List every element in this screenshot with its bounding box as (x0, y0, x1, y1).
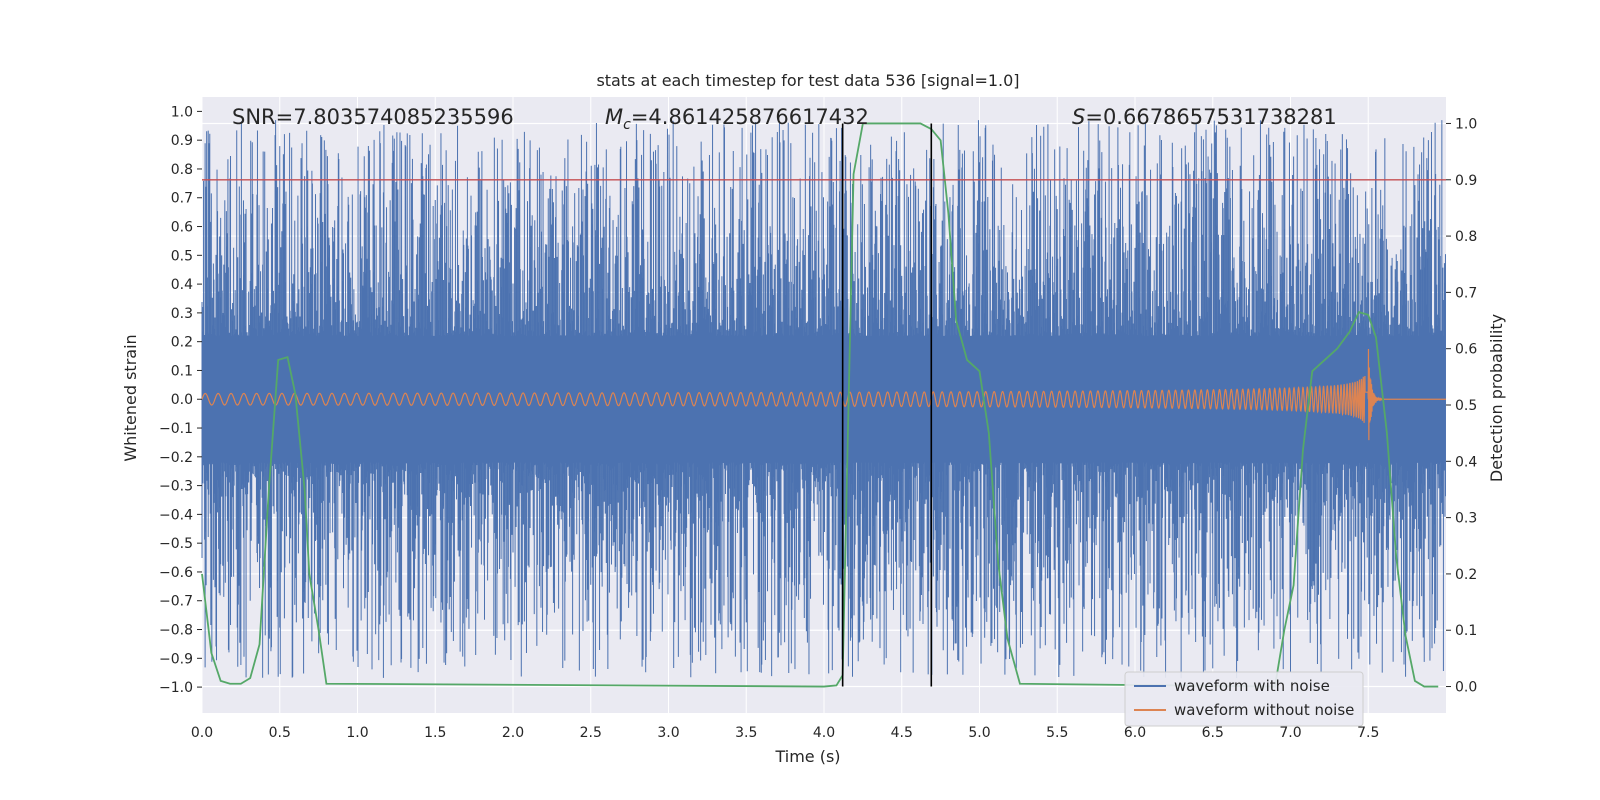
y-right-tick-label: 0.1 (1455, 623, 1477, 639)
x-tick-label: 2.5 (580, 725, 602, 741)
y-left-tick-label: 0.0 (171, 392, 193, 408)
detection-probability-line (201, 122, 1439, 688)
x-tick-label: 5.5 (1046, 725, 1068, 741)
y-right-tick-label: 0.0 (1455, 680, 1477, 696)
snr-annotation: SNR=7.803574085235596 (232, 105, 514, 129)
y-left-tick-label: 1.0 (171, 104, 193, 120)
y-left-tick-label: 0.5 (171, 248, 193, 264)
x-tick-label: 2.0 (502, 725, 524, 741)
x-tick-label: 3.5 (735, 725, 757, 741)
y-left-tick-label: −0.5 (159, 536, 193, 552)
legend-box (1124, 671, 1364, 727)
y-left-tick-label: 0.1 (171, 363, 193, 379)
x-tick-label: 4.5 (891, 725, 913, 741)
clean-waveform-path (201, 349, 1446, 441)
x-axis-label: Time (s) (774, 747, 840, 766)
x-tick-label: 0.5 (269, 725, 291, 741)
x-tick-label: 7.0 (1279, 725, 1301, 741)
y-left-tick-label: −1.0 (159, 680, 193, 696)
x-tick-label: 6.5 (1202, 725, 1224, 741)
x-tick-label: 1.5 (424, 725, 446, 741)
y-left-tick-label: −0.4 (159, 507, 193, 523)
x-tick-label: 3.0 (657, 725, 679, 741)
y-axis-left-label: Whitened strain (121, 334, 140, 461)
y-left-tick-label: −0.7 (159, 594, 193, 610)
y-right-tick-label: 0.8 (1455, 229, 1477, 245)
mc-value: =4.861425876617432 (631, 105, 869, 129)
noise-waveform-path (201, 120, 1446, 679)
y-left-tick-label: −0.1 (159, 421, 193, 437)
y-left-tick-label: −0.6 (159, 565, 193, 581)
reference-lines (202, 123, 1446, 687)
x-tick-label: 0.0 (191, 725, 213, 741)
x-tick-label: 5.0 (968, 725, 990, 741)
y-left-tick-label: 0.2 (171, 335, 193, 351)
y-right-tick-label: 0.9 (1455, 173, 1477, 189)
chirp-mass-annotation: Mc=4.861425876617432 (605, 105, 869, 133)
y-left-tick-label: −0.9 (159, 651, 193, 667)
y-right-tick-label: 0.3 (1455, 511, 1477, 527)
x-tick-label: 4.0 (813, 725, 835, 741)
chart-title: stats at each timestep for test data 536… (596, 71, 1019, 90)
s-symbol: S (1072, 105, 1085, 129)
mc-subscript: c (623, 117, 631, 133)
y-left-tick-label: −0.2 (159, 450, 193, 466)
series-detection-probability (201, 122, 1439, 688)
y-left-tick-label: −0.3 (159, 479, 193, 495)
legend: waveform with noise waveform without noi… (1124, 671, 1364, 727)
y-axis-right-label: Detection probability (1487, 314, 1506, 482)
legend-label-noise: waveform with noise (1174, 677, 1330, 695)
x-tick-label: 1.0 (346, 725, 368, 741)
x-tick-label: 6.0 (1124, 725, 1146, 741)
legend-label-clean: waveform without noise (1174, 701, 1354, 719)
y-left-tick-label: 0.9 (171, 133, 193, 149)
y-right-tick-label: 0.2 (1455, 567, 1477, 583)
y-left-tick-label: 0.3 (171, 306, 193, 322)
x-tick-label: 7.5 (1357, 725, 1379, 741)
y-right-tick-label: 0.4 (1455, 454, 1477, 470)
y-right-tick-label: 0.5 (1455, 398, 1477, 414)
y-left-tick-label: 0.6 (171, 220, 193, 236)
y-left-tick-label: −0.8 (159, 623, 193, 639)
y-left-tick-label: 0.4 (171, 277, 193, 293)
score-annotation: S=0.6678657531738281 (1072, 105, 1337, 129)
s-value: =0.6678657531738281 (1085, 105, 1336, 129)
series-waveform-without-noise (201, 349, 1446, 441)
y-left-tick-label: 0.8 (171, 162, 193, 178)
y-right-tick-label: 0.7 (1455, 285, 1477, 301)
y-left-tick-label: 0.7 (171, 191, 193, 207)
series-waveform-with-noise (201, 120, 1446, 679)
axis-ticks: 0.0 0.5 1.0 1.5 2.0 2.5 3.0 3.5 4.0 4.5 5.0 5.5 6.0 6… (159, 104, 1477, 741)
y-right-tick-label: 1.0 (1455, 116, 1477, 132)
y-right-tick-label: 0.6 (1455, 342, 1477, 358)
mc-symbol: M (605, 105, 623, 129)
